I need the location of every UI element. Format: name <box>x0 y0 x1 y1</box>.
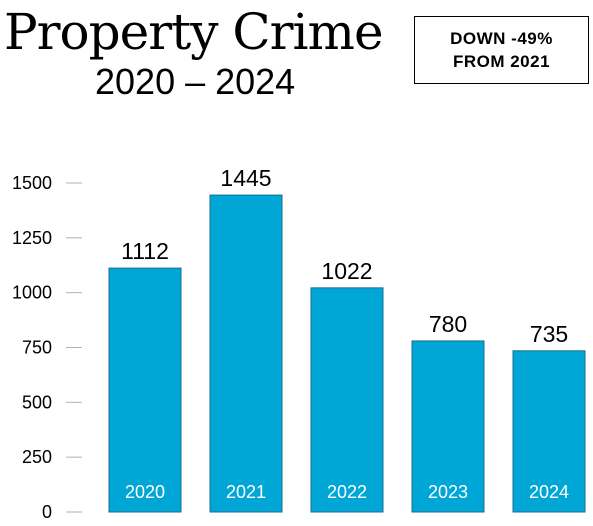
y-tick-label: 0 <box>42 502 52 522</box>
bar-2024 <box>512 350 586 513</box>
y-tick-label: 250 <box>22 447 52 467</box>
bar-2023 <box>411 340 485 513</box>
y-tick-label: 1000 <box>12 283 52 303</box>
x-tick-label-2023: 2023 <box>428 482 468 502</box>
data-label-2020: 1112 <box>121 238 169 264</box>
x-tick-label-2022: 2022 <box>327 482 367 502</box>
data-label-2022: 1022 <box>321 258 372 284</box>
y-tick-label: 750 <box>22 338 52 358</box>
y-tick-label: 1500 <box>12 173 52 193</box>
y-tick-label: 1250 <box>12 228 52 248</box>
chart-title: Property Crime <box>4 3 384 61</box>
data-label-2023: 780 <box>429 311 467 337</box>
x-tick-label-2020: 2020 <box>125 482 165 502</box>
data-label-2024: 735 <box>530 321 568 347</box>
data-label-2021: 1445 <box>220 165 271 191</box>
bar-2022 <box>310 287 384 513</box>
bar-2021 <box>209 194 283 513</box>
y-axis: 0 250 500 750 1000 1250 1500 <box>12 173 82 522</box>
callout-line-1: DOWN -49% <box>450 29 553 48</box>
y-tick-label: 500 <box>22 392 52 412</box>
callout-line-2: FROM 2021 <box>452 52 551 71</box>
bars-group: 1112 2020 1445 2021 1022 2022 780 2023 735 2024 <box>108 165 586 513</box>
chart-subtitle: 2020 – 2024 <box>95 61 296 102</box>
change-callout-box: DOWN -49% FROM 2021 <box>414 16 589 84</box>
bar-2020 <box>108 267 182 513</box>
x-tick-label-2024: 2024 <box>529 482 569 502</box>
x-tick-label-2021: 2021 <box>226 482 266 502</box>
